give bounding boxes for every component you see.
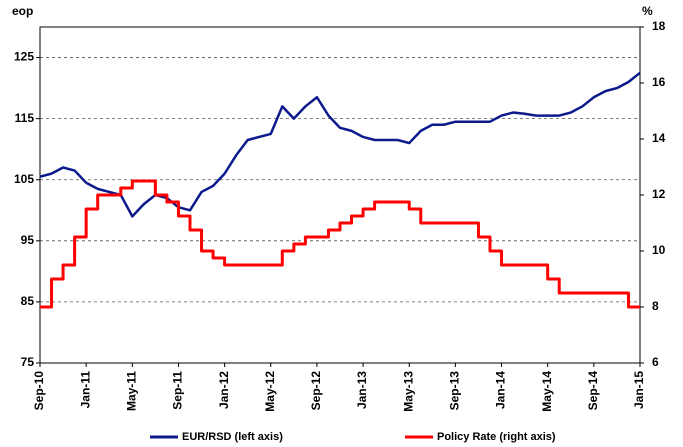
- x-tick-label: May-13: [401, 371, 415, 412]
- y2-axis-label: %: [642, 4, 653, 18]
- x-tick-label: May-12: [263, 371, 277, 412]
- y2-tick-label: 18: [652, 19, 666, 33]
- y-tick-label: 75: [21, 355, 35, 369]
- y2-tick-label: 12: [652, 187, 666, 201]
- y2-tick-label: 8: [652, 299, 659, 313]
- y-tick-label: 125: [14, 50, 34, 64]
- y-axis-label: eop: [12, 4, 33, 18]
- series-line: [39, 71, 641, 218]
- x-tick-label: Sep-14: [586, 371, 600, 411]
- plot-frame: [39, 26, 641, 364]
- y2-tick-label: 6: [652, 355, 659, 369]
- y2-tick-label: 16: [652, 75, 666, 89]
- legend-label: Policy Rate (right axis): [437, 431, 556, 443]
- x-tick-label: Jan-13: [355, 371, 369, 409]
- series-line: [40, 179, 640, 309]
- legend-label: EUR/RSD (left axis): [182, 431, 283, 443]
- y-tick-label: 85: [21, 294, 35, 308]
- x-tick-label: Jan-12: [217, 371, 231, 409]
- x-tick-label: Sep-11: [171, 371, 185, 410]
- x-tick-label: Jan-11: [78, 371, 92, 409]
- x-tick-label: May-11: [124, 371, 138, 411]
- y-tick-label: 105: [14, 172, 34, 186]
- x-tick-label: Jan-15: [632, 371, 646, 409]
- x-tick-label: Jan-14: [494, 371, 508, 409]
- x-tick-label: Sep-13: [448, 371, 462, 411]
- y-tick-label: 115: [15, 111, 35, 125]
- y-tick-label: 95: [21, 233, 35, 247]
- y2-tick-label: 10: [652, 243, 666, 257]
- x-tick-label: Sep-12: [309, 371, 323, 411]
- x-tick-label: Sep-10: [32, 371, 46, 411]
- x-tick-label: May-14: [540, 371, 554, 412]
- y2-tick-label: 14: [652, 131, 666, 145]
